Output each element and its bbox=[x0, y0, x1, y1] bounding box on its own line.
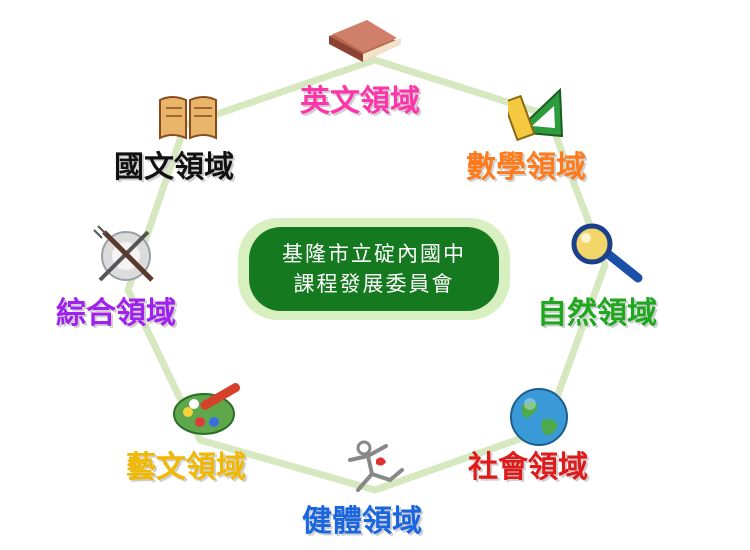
domain-label-math: 數學領域 bbox=[466, 150, 586, 185]
palette-icon bbox=[173, 383, 241, 435]
scroll-book-icon bbox=[159, 96, 217, 140]
center-title-line-2: 課程發展委員會 bbox=[293, 272, 455, 296]
runner-icon bbox=[348, 440, 404, 492]
center-title-inner: 基隆市立碇內國中 課程發展委員會 bbox=[249, 227, 499, 311]
domain-label-arts: 藝文領域 bbox=[126, 450, 246, 485]
domain-label-social: 社會領域 bbox=[468, 450, 588, 485]
magnifier-icon bbox=[571, 223, 643, 283]
book-icon bbox=[329, 20, 401, 62]
domain-label-chinese: 國文領域 bbox=[114, 150, 234, 185]
center-title-line-1: 基隆市立碇內國中 bbox=[282, 242, 466, 266]
ruler-triangle-icon bbox=[508, 87, 564, 142]
center-title-box: 基隆市立碇內國中 課程發展委員會 bbox=[238, 218, 510, 320]
utensils-icon bbox=[93, 225, 154, 282]
domain-label-health-pe: 健體領域 bbox=[302, 504, 422, 539]
domain-label-science: 自然領域 bbox=[537, 296, 657, 331]
domain-label-integrative: 綜合領域 bbox=[56, 296, 176, 331]
domain-label-english: 英文領域 bbox=[300, 84, 420, 119]
globe-icon bbox=[510, 388, 568, 446]
